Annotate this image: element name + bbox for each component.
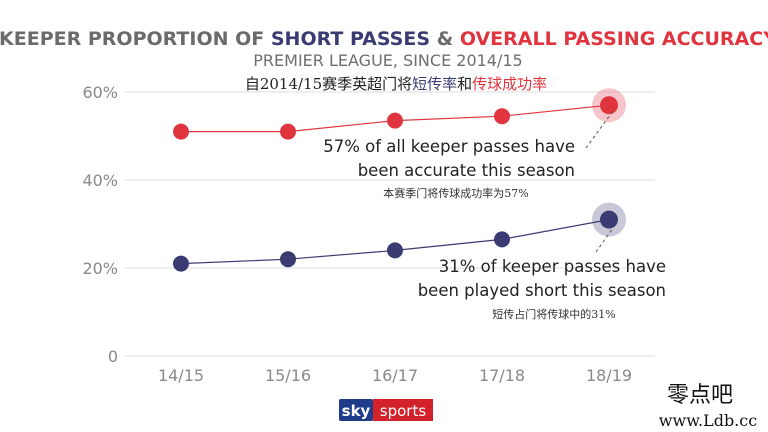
x-tick-label: 15/16 — [265, 366, 311, 385]
x-tick-label: 17/18 — [479, 366, 525, 385]
subtitle-cn-part-1: 自2014/15赛季英超门将 — [245, 75, 412, 93]
title-part-3: & — [430, 28, 460, 50]
accuracy-annotation-cn: 本赛季门将传球成功率为57% — [383, 186, 528, 200]
x-axis-ticks: 14/15 15/16 16/17 17/18 18/19 — [158, 366, 632, 385]
series-point-short — [494, 231, 510, 248]
y-tick-label: 20% — [82, 259, 118, 278]
short-annotation-line-2: been played short this season — [418, 281, 666, 300]
sky-logo-text: sky — [342, 402, 371, 420]
title-passing-accuracy: OVERALL PASSING ACCURACY — [460, 28, 768, 50]
short-annotation-cn: 短传占门将传球中的31% — [492, 307, 615, 321]
series-lines — [180, 104, 610, 265]
short-annotation-line-1: 31% of keeper passes have — [439, 257, 666, 276]
sky-logo-badge — [339, 399, 373, 421]
title-part-1: KEEPER PROPORTION OF — [0, 28, 271, 50]
accuracy-annotation-line-2: been accurate this season — [358, 161, 575, 180]
y-tick-label: 60% — [82, 83, 118, 102]
sports-logo-badge — [373, 399, 433, 421]
series-point-short — [387, 242, 403, 259]
subtitle-cn-short: 短传率 — [412, 75, 457, 93]
watermark-line-1: 零点吧 — [667, 383, 733, 408]
y-tick-label: 40% — [82, 171, 118, 190]
y-axis-ticks: 0 20% 40% 60% — [82, 83, 118, 366]
series-point-accuracy — [494, 108, 510, 125]
accuracy-annotation-line-1: 57% of all keeper passes have — [323, 137, 575, 156]
sky-sports-logo: sky sports — [339, 399, 433, 421]
chart-subtitle: PREMIER LEAGUE, SINCE 2014/15 — [253, 51, 522, 70]
series-point-accuracy — [600, 96, 618, 115]
accuracy-leader-line — [585, 110, 614, 149]
short-leader-line — [595, 227, 614, 253]
x-tick-label: 14/15 — [158, 366, 204, 385]
series-points — [173, 88, 626, 272]
gridlines — [125, 91, 655, 357]
series-point-short — [280, 251, 296, 268]
chart-title: KEEPER PROPORTION OF SHORT PASSES & OVER… — [0, 28, 768, 50]
y-tick-label: 0 — [108, 347, 118, 366]
series-point-accuracy — [173, 123, 189, 140]
chart-subtitle-cn: 自2014/15赛季英超门将短传率和传球成功率 — [245, 75, 547, 93]
subtitle-cn-part-3: 和 — [457, 75, 472, 93]
x-tick-label: 16/17 — [372, 366, 418, 385]
title-short-passes: SHORT PASSES — [271, 28, 430, 50]
series-point-accuracy — [280, 123, 296, 140]
subtitle-cn-accuracy: 传球成功率 — [472, 75, 547, 93]
watermark-line-2: www.Ldb.cc — [659, 411, 757, 430]
series-point-accuracy — [387, 112, 403, 129]
series-point-short — [600, 210, 618, 229]
sports-logo-text: sports — [380, 402, 427, 420]
series-point-short — [173, 255, 189, 272]
x-tick-label: 18/19 — [586, 366, 632, 385]
